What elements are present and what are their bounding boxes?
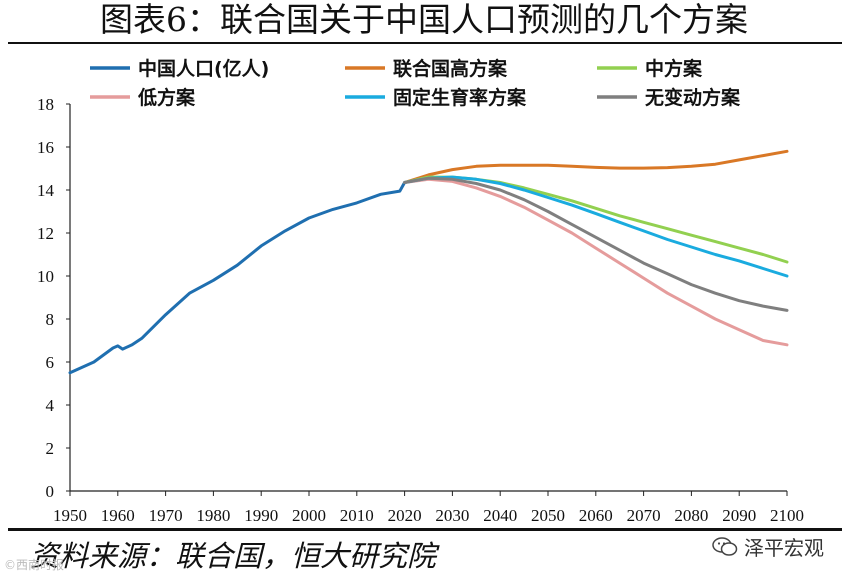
series-line-5 — [403, 176, 789, 312]
y-axis: 0 2 4 6 8 10 12 14 16 18 — [37, 95, 71, 501]
x-tick-label: 2080 — [674, 506, 708, 525]
y-tick-label: 10 — [37, 267, 54, 286]
x-tick-label: 2020 — [388, 506, 422, 525]
x-tick-label: 2070 — [627, 506, 661, 525]
y-tick-label: 14 — [37, 181, 55, 200]
x-tick-label: 1950 — [53, 506, 87, 525]
legend-label-5: 无变动方案 — [645, 86, 741, 109]
legend-label-4: 固定生育率方案 — [393, 86, 527, 109]
x-tick-label: 2050 — [531, 506, 565, 525]
x-tick-label: 1960 — [101, 506, 135, 525]
source-note: 资料来源：联合国，恒大研究院 — [30, 539, 437, 573]
series-line-3 — [403, 177, 789, 347]
wechat-icon — [712, 536, 738, 556]
x-tick-label: 2010 — [340, 506, 374, 525]
x-tick-label: 1990 — [244, 506, 278, 525]
y-tick-label: 18 — [37, 95, 54, 114]
brand-badge: 泽平宏观 — [712, 532, 824, 561]
y-tick-label: 6 — [46, 353, 55, 372]
y-tick-label: 16 — [37, 138, 54, 157]
footer-divider — [8, 528, 842, 531]
y-tick-label: 2 — [46, 439, 55, 458]
title-divider — [8, 42, 842, 44]
chart-series — [68, 149, 789, 375]
series-line-4 — [403, 175, 789, 278]
y-tick-label: 0 — [46, 482, 55, 501]
x-tick-label: 2060 — [579, 506, 613, 525]
brand-name: 泽平宏观 — [744, 536, 824, 560]
series-line-0 — [68, 181, 407, 375]
watermark: ©西南时报 — [4, 558, 65, 572]
x-tick-label: 2040 — [483, 506, 517, 525]
x-tick-label: 2090 — [722, 506, 756, 525]
legend-label-3: 低方案 — [137, 86, 196, 109]
legend-label-2: 中方案 — [645, 57, 703, 80]
x-tick-label: 2000 — [292, 506, 326, 525]
legend-label-0: 中国人口(亿人) — [138, 57, 269, 80]
x-tick-label: 2100 — [770, 506, 804, 525]
x-axis: 1950 1960 1970 1980 1990 2000 2010 2020 2030 2040… — [53, 490, 804, 525]
x-tick-label: 1970 — [149, 506, 183, 525]
page-title: 图表6：联合国关于中国人口预测的几个方案 — [100, 0, 748, 39]
series-line-1 — [403, 149, 789, 184]
x-tick-label: 1980 — [196, 506, 230, 525]
x-tick-label: 2030 — [435, 506, 469, 525]
legend-label-1: 联合国高方案 — [393, 57, 508, 80]
y-tick-label: 4 — [46, 396, 55, 415]
y-tick-label: 12 — [37, 224, 54, 243]
y-tick-label: 8 — [46, 310, 55, 329]
